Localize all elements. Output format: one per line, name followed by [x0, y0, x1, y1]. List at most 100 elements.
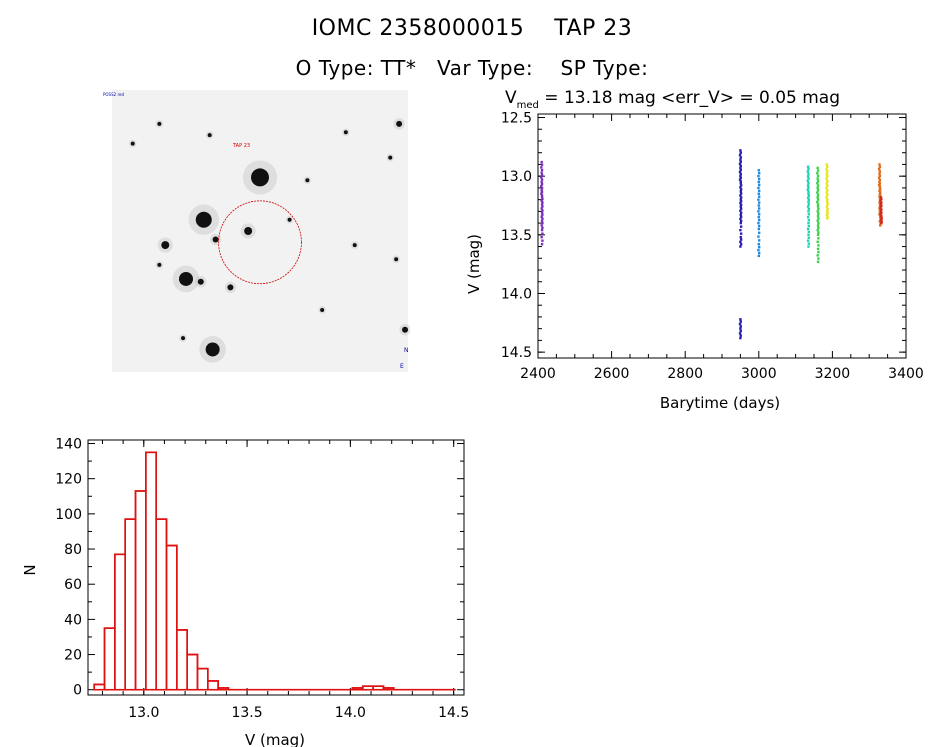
light-curve-point [739, 329, 742, 333]
light-curve-point [817, 231, 820, 234]
light-curve-point [825, 177, 828, 180]
light-curve-point [739, 182, 742, 185]
light-curve-point [757, 221, 760, 225]
light-curve-point [757, 174, 760, 178]
light-curve-point [826, 203, 829, 206]
light-curve-point [826, 210, 829, 213]
light-curve-point [757, 213, 761, 216]
star-core [207, 133, 212, 138]
light-curve-ytick-label: 13.5 [501, 228, 532, 244]
light-curve-point [878, 165, 882, 168]
light-curve-point [738, 322, 742, 326]
histogram-xlabel: V (mag) [245, 731, 305, 747]
light-curve-point [541, 239, 544, 242]
light-curve-point [540, 235, 543, 239]
histogram-bar [114, 553, 126, 691]
star-core [388, 155, 393, 160]
light-curve-point [816, 198, 820, 201]
light-curve-point [877, 167, 881, 171]
light-curve-point [540, 224, 543, 227]
light-curve-point [540, 215, 543, 218]
star-core [181, 336, 186, 341]
light-curve-point [817, 237, 820, 240]
histogram-bar [361, 685, 374, 691]
histogram-outline [93, 451, 456, 691]
light-curve-point [739, 186, 742, 189]
light-curve-point [825, 205, 829, 208]
light-curve-point [541, 205, 544, 208]
light-curve-xtick-label: 2600 [594, 366, 630, 382]
light-curve-point [825, 163, 829, 166]
light-curve-point [816, 196, 819, 199]
light-curve-point [816, 191, 819, 194]
star [342, 128, 350, 137]
light-curve-point [816, 177, 819, 180]
light-curve-point [880, 201, 883, 204]
histogram-bar [124, 518, 137, 691]
light-curve-point [739, 336, 742, 340]
light-curve-point [816, 228, 819, 232]
light-curve-series-epoch7b [879, 196, 883, 225]
histogram-ylabel: N [21, 564, 39, 575]
light-curve-point [739, 225, 743, 228]
light-curve-point [739, 318, 742, 321]
light-curve-point [540, 243, 544, 246]
light-curve-point [817, 221, 820, 225]
light-curve-point [739, 201, 742, 205]
light-curve-point [826, 215, 829, 218]
target-name-label: TAP 23 [232, 143, 250, 149]
star [155, 261, 164, 269]
light-curve-point [757, 254, 760, 258]
light-curve-series-epoch5 [816, 166, 820, 264]
light-curve-point [826, 198, 829, 201]
light-curve-point [880, 197, 883, 201]
star-core [212, 236, 219, 243]
star [128, 139, 137, 148]
histogram-ytick-label: 120 [55, 472, 82, 488]
light-curve-point [739, 174, 742, 178]
light-curve-point [757, 243, 760, 246]
star-core [205, 342, 220, 357]
light-curve-point [878, 195, 881, 198]
light-curve-point [807, 198, 811, 202]
light-curve-point [807, 245, 810, 248]
histogram-bar [207, 680, 219, 691]
light-curve-point [757, 231, 761, 234]
light-curve-point [540, 173, 544, 177]
light-curve-point [540, 171, 543, 174]
light-curve-point [879, 203, 883, 206]
star [386, 153, 395, 162]
light-curve-point [739, 194, 742, 197]
light-curve-point [739, 245, 742, 248]
light-curve-point [540, 203, 544, 206]
light-curve-point [879, 191, 882, 194]
light-curve-point [806, 205, 810, 208]
light-curve-point [541, 209, 544, 212]
star [205, 131, 214, 139]
histogram-ytick-label: 140 [55, 437, 82, 453]
light-curve-point [540, 211, 544, 214]
light-curve-point [757, 177, 761, 181]
light-curve-series-epoch6 [825, 163, 829, 220]
light-curve-point [757, 180, 760, 184]
light-curve-point [739, 238, 743, 241]
light-curve-point [817, 207, 820, 211]
light-curve-point [541, 213, 544, 216]
light-curve-series-epoch4 [806, 165, 811, 248]
light-curve-point [826, 174, 829, 178]
light-curve-point [806, 216, 810, 219]
star-core [161, 241, 170, 250]
light-curve-point [807, 221, 810, 225]
star [195, 276, 207, 288]
light-curve-point [541, 197, 544, 201]
light-curve-point [877, 183, 881, 187]
star [392, 255, 400, 263]
north-label: N [404, 347, 409, 354]
light-curve-point [807, 200, 810, 204]
light-curve-ytick-label: 14.5 [501, 345, 532, 361]
light-curve-point [807, 172, 810, 176]
histogram-bar [155, 518, 168, 691]
light-curve-point [878, 182, 882, 185]
light-curve-chart: Vmed = 13.18 mag <err_V> = 0.05 mag 2400… [465, 88, 924, 412]
light-curve-point [878, 174, 882, 178]
